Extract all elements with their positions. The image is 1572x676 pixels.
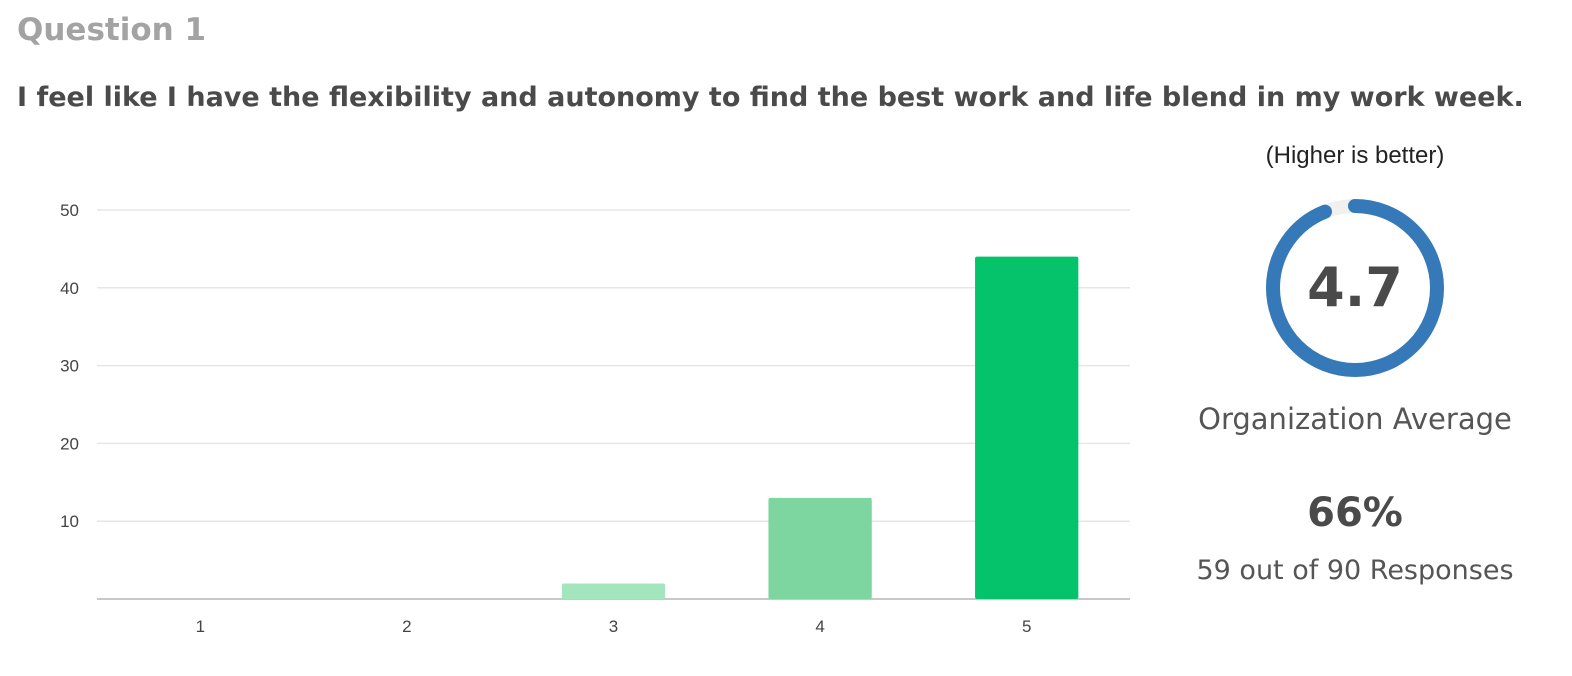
- x-tick-label: 5: [1022, 617, 1031, 636]
- response-count: 59 out of 90 Responses: [1196, 555, 1514, 586]
- average-value: 4.7: [1307, 256, 1403, 319]
- question-text: I feel like I have the flexibility and a…: [17, 82, 1524, 113]
- bar-3[interactable]: [561, 583, 666, 599]
- x-tick-label: 3: [609, 617, 618, 636]
- y-tick-label: 30: [60, 357, 79, 376]
- x-tick-label: 4: [815, 617, 824, 636]
- bar-5[interactable]: [975, 256, 1079, 599]
- bar-4[interactable]: [768, 497, 872, 599]
- average-gauge: 4.7: [1266, 199, 1444, 377]
- gauge-arc: [1266, 199, 1444, 377]
- question-label: Question 1: [17, 12, 207, 48]
- bar-chart: 10 20 30 40 50 1 2 3 4 5: [60, 201, 1130, 636]
- x-tick-label: 1: [196, 617, 205, 636]
- organization-average-label: Organization Average: [1198, 402, 1512, 436]
- response-percent: 66%: [1307, 490, 1403, 536]
- y-tick-label: 10: [60, 512, 79, 531]
- higher-is-better-note: (Higher is better): [1265, 142, 1445, 169]
- y-tick-label: 40: [60, 279, 79, 298]
- x-tick-label: 2: [402, 617, 411, 636]
- y-tick-label: 20: [60, 434, 79, 453]
- y-tick-label: 50: [60, 201, 79, 220]
